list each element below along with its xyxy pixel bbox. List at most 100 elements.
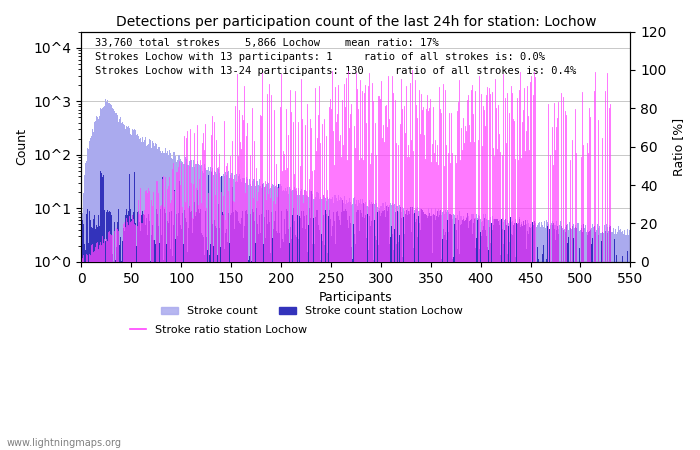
Bar bbox=[491, 223, 492, 450]
Bar bbox=[588, 232, 589, 450]
Bar bbox=[166, 153, 167, 450]
Bar bbox=[323, 215, 324, 450]
Bar bbox=[87, 148, 88, 450]
Bar bbox=[276, 187, 277, 450]
Bar bbox=[333, 203, 335, 450]
Bar bbox=[371, 202, 372, 450]
Bar bbox=[208, 166, 209, 450]
Bar bbox=[559, 225, 560, 450]
Bar bbox=[556, 221, 557, 450]
Bar bbox=[385, 217, 386, 450]
Bar bbox=[312, 244, 314, 450]
Bar bbox=[628, 235, 629, 450]
Bar bbox=[468, 216, 469, 450]
Bar bbox=[100, 108, 101, 450]
Bar bbox=[410, 207, 412, 450]
Bar bbox=[84, 175, 85, 450]
Bar bbox=[210, 244, 211, 450]
Bar bbox=[125, 129, 126, 450]
Bar bbox=[134, 172, 135, 450]
Bar bbox=[526, 224, 527, 450]
Bar bbox=[428, 208, 429, 450]
Bar bbox=[293, 208, 295, 450]
Bar bbox=[510, 217, 511, 450]
Bar bbox=[114, 111, 115, 450]
Bar bbox=[173, 152, 174, 450]
Bar bbox=[503, 222, 504, 450]
Bar bbox=[209, 255, 210, 450]
Bar bbox=[622, 230, 623, 450]
Bar bbox=[155, 143, 156, 450]
Bar bbox=[499, 225, 500, 450]
Bar bbox=[478, 219, 479, 450]
Bar bbox=[117, 115, 118, 450]
Bar bbox=[469, 221, 470, 450]
Bar bbox=[460, 225, 461, 450]
Bar bbox=[429, 213, 430, 450]
Bar bbox=[241, 211, 243, 450]
Bar bbox=[449, 214, 450, 450]
Bar bbox=[527, 230, 528, 450]
Bar bbox=[160, 151, 161, 450]
Bar bbox=[114, 222, 115, 450]
Bar bbox=[436, 216, 438, 450]
Bar bbox=[309, 190, 311, 450]
Bar bbox=[128, 211, 129, 450]
Bar bbox=[416, 219, 417, 450]
Bar bbox=[258, 215, 260, 450]
Bar bbox=[492, 230, 493, 450]
Bar bbox=[435, 208, 436, 450]
Bar bbox=[206, 250, 208, 450]
Bar bbox=[162, 260, 164, 450]
Bar bbox=[323, 195, 324, 450]
Bar bbox=[139, 139, 140, 450]
Bar bbox=[208, 175, 209, 450]
Bar bbox=[598, 235, 599, 450]
Bar bbox=[500, 220, 501, 450]
Bar bbox=[521, 222, 522, 450]
Text: Strokes Lochow with 13-24 participants: 130     ratio of all strokes is: 0.4%: Strokes Lochow with 13-24 participants: … bbox=[95, 66, 576, 76]
Bar bbox=[583, 224, 584, 450]
Bar bbox=[103, 108, 104, 450]
Bar bbox=[609, 227, 610, 450]
Bar bbox=[115, 260, 116, 450]
Bar bbox=[413, 248, 414, 450]
Bar bbox=[473, 214, 474, 450]
Bar bbox=[481, 221, 482, 450]
Bar bbox=[464, 220, 466, 450]
Bar bbox=[594, 226, 595, 450]
Bar bbox=[99, 226, 100, 450]
Bar bbox=[331, 236, 332, 450]
Bar bbox=[230, 213, 232, 450]
Bar bbox=[146, 218, 147, 450]
Bar bbox=[267, 183, 269, 450]
Bar bbox=[562, 228, 563, 450]
Bar bbox=[400, 207, 401, 450]
Title: Detections per participation count of the last 24h for station: Lochow: Detections per participation count of th… bbox=[116, 15, 596, 29]
Bar bbox=[132, 215, 133, 450]
Bar bbox=[189, 207, 190, 450]
Bar bbox=[466, 218, 467, 450]
Bar bbox=[488, 220, 489, 450]
Bar bbox=[257, 224, 258, 450]
Bar bbox=[215, 226, 216, 450]
Bar bbox=[476, 214, 477, 450]
Bar bbox=[319, 230, 321, 450]
Bar bbox=[538, 259, 539, 450]
Bar bbox=[117, 222, 118, 450]
Bar bbox=[630, 233, 631, 450]
Bar bbox=[380, 216, 382, 450]
Bar bbox=[484, 218, 485, 450]
Bar bbox=[474, 218, 475, 450]
Bar bbox=[120, 237, 121, 450]
Bar bbox=[317, 210, 318, 450]
Bar bbox=[446, 212, 447, 450]
Bar bbox=[199, 209, 201, 450]
Bar bbox=[122, 229, 124, 450]
Bar bbox=[441, 216, 442, 450]
Bar bbox=[395, 212, 396, 450]
Bar bbox=[455, 218, 456, 450]
Bar bbox=[524, 225, 525, 450]
Bar bbox=[195, 164, 196, 450]
Bar bbox=[176, 160, 178, 450]
